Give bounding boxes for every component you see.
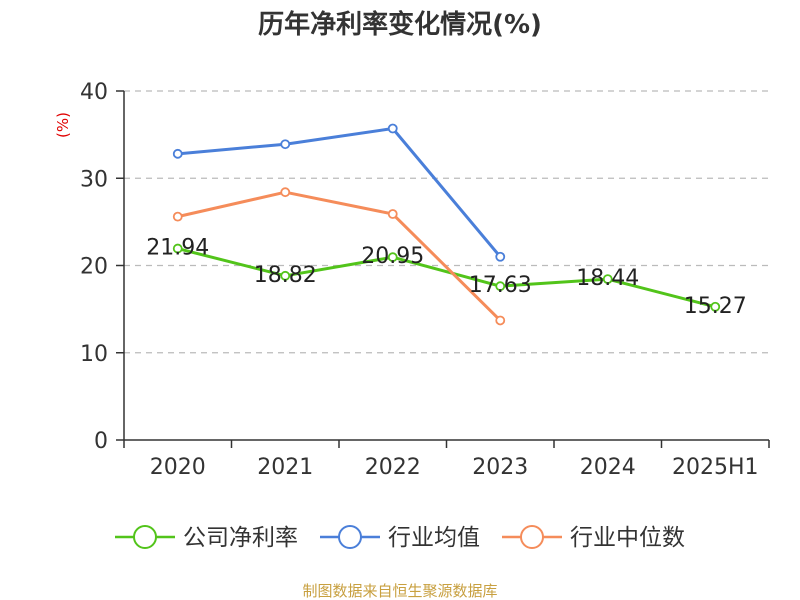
x-tick-label: 2023 <box>472 455 528 480</box>
axes: 0 10 20 30 40 2020 2021 2022 2023 2024 2025H1 <box>80 80 770 480</box>
y-axis-unit: (%) <box>54 112 72 138</box>
data-label: 17.63 <box>469 273 532 298</box>
series-point-2 <box>495 315 506 326</box>
legend-label: 行业中位数 <box>570 525 685 551</box>
series-point-0 <box>710 301 721 312</box>
y-tick-label: 30 <box>80 167 108 192</box>
x-tick-label: 2025H1 <box>672 455 759 480</box>
series-line-1 <box>177 127 502 258</box>
legend: 公司净利率 行业均值 行业中位数 <box>115 525 685 551</box>
series-line-2 <box>177 190 502 322</box>
series-point-1 <box>495 251 506 262</box>
legend-swatch-marker <box>133 525 157 549</box>
series-line-0 <box>177 247 716 309</box>
y-tick-label: 40 <box>80 80 108 105</box>
data-label: 15.27 <box>684 294 747 319</box>
x-tick-label: 2024 <box>580 455 636 480</box>
x-tick-label: 2022 <box>365 455 421 480</box>
legend-swatch-marker <box>338 525 362 549</box>
series-point-2 <box>387 209 398 219</box>
y-tick-label: 20 <box>80 255 108 280</box>
series-point-1 <box>280 139 291 150</box>
y-tick-label: 10 <box>80 342 108 367</box>
y-tick-label: 0 <box>94 429 108 454</box>
x-tick-label: 2021 <box>257 455 313 480</box>
source-note: 制图数据来自恒生聚源数据库 <box>302 582 497 600</box>
data-label: 18.44 <box>576 266 639 291</box>
series-point-2 <box>172 211 183 222</box>
legend-label: 行业均值 <box>388 525 480 551</box>
x-tick-label: 2020 <box>150 455 206 480</box>
series-point-0 <box>172 243 183 254</box>
data-labels: 21.94 18.82 20.95 17.63 18.44 15.27 <box>146 236 746 319</box>
series-point-1 <box>172 148 183 159</box>
data-label: 20.95 <box>361 244 424 269</box>
legend-swatch-marker <box>520 525 544 549</box>
series-point-0 <box>495 281 506 292</box>
series-point-0 <box>387 252 398 263</box>
data-label: 21.94 <box>146 236 209 261</box>
series-point-0 <box>602 274 613 285</box>
legend-label: 公司净利率 <box>183 525 298 551</box>
series-point-2 <box>280 187 291 198</box>
data-label: 18.82 <box>254 263 317 288</box>
grid-lines <box>124 90 769 354</box>
series-layer <box>172 123 721 326</box>
series-point-0 <box>280 270 291 281</box>
series-point-1 <box>387 123 398 134</box>
chart-title: 历年净利率变化情况(%) <box>258 9 542 40</box>
